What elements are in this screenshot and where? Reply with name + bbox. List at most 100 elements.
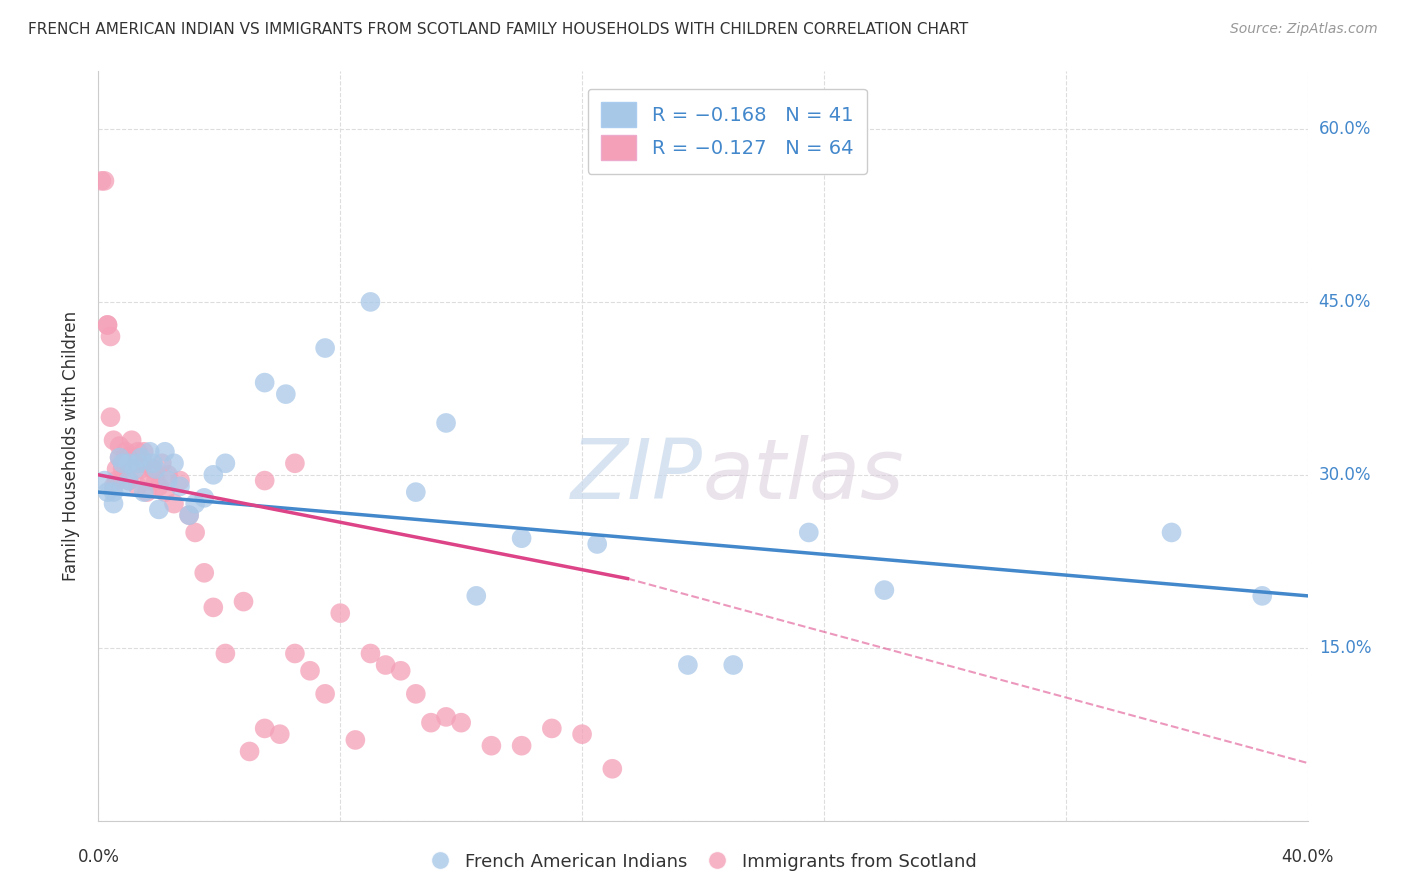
Point <box>374 658 396 673</box>
Point <box>540 722 562 736</box>
Point <box>139 474 162 488</box>
Point <box>193 566 215 580</box>
Y-axis label: Family Households with Children: Family Households with Children <box>62 311 80 581</box>
Point <box>132 456 155 470</box>
Text: FRENCH AMERICAN INDIAN VS IMMIGRANTS FROM SCOTLAND FAMILY HOUSEHOLDS WITH CHILDR: FRENCH AMERICAN INDIAN VS IMMIGRANTS FRO… <box>28 22 969 37</box>
Text: 15.0%: 15.0% <box>1319 639 1371 657</box>
Point <box>142 462 165 476</box>
Point <box>111 462 134 476</box>
Point <box>360 294 382 309</box>
Point <box>127 456 149 470</box>
Point <box>145 462 167 476</box>
Point <box>214 456 236 470</box>
Point <box>111 456 134 470</box>
Point <box>105 462 128 476</box>
Point <box>184 525 207 540</box>
Point <box>193 491 215 505</box>
Point <box>100 410 122 425</box>
Point <box>148 479 170 493</box>
Point <box>169 474 191 488</box>
Point <box>148 502 170 516</box>
Point <box>434 416 457 430</box>
Point <box>314 687 336 701</box>
Point <box>202 600 225 615</box>
Point <box>114 450 136 465</box>
Point <box>389 664 412 678</box>
Point <box>360 647 382 661</box>
Legend: R = −0.168   N = 41, R = −0.127   N = 64: R = −0.168 N = 41, R = −0.127 N = 64 <box>588 88 868 174</box>
Point <box>96 318 118 332</box>
Text: 45.0%: 45.0% <box>1319 293 1371 311</box>
Point <box>124 462 146 476</box>
Point <box>510 531 533 545</box>
Point <box>602 762 624 776</box>
Point <box>873 583 896 598</box>
Point <box>150 456 173 470</box>
Point <box>132 444 155 458</box>
Point <box>284 647 307 661</box>
Point <box>156 474 179 488</box>
Point <box>132 485 155 500</box>
Point <box>129 462 152 476</box>
Point <box>481 739 503 753</box>
Point <box>108 439 131 453</box>
Point <box>797 525 820 540</box>
Point <box>169 479 191 493</box>
Point <box>103 497 125 511</box>
Text: Source: ZipAtlas.com: Source: ZipAtlas.com <box>1230 22 1378 37</box>
Point <box>163 497 186 511</box>
Point <box>111 479 134 493</box>
Point <box>405 485 427 500</box>
Point <box>253 474 276 488</box>
Text: 30.0%: 30.0% <box>1319 466 1371 483</box>
Point <box>153 444 176 458</box>
Point <box>127 444 149 458</box>
Point <box>142 456 165 470</box>
Point <box>118 456 141 470</box>
Point <box>129 450 152 465</box>
Point <box>329 606 352 620</box>
Point <box>202 467 225 482</box>
Point <box>111 456 134 470</box>
Point <box>100 329 122 343</box>
Point <box>434 710 457 724</box>
Legend: French American Indians, Immigrants from Scotland: French American Indians, Immigrants from… <box>422 845 984 879</box>
Point <box>405 687 427 701</box>
Point <box>96 318 118 332</box>
Point <box>108 450 131 465</box>
Point <box>103 434 125 448</box>
Point <box>253 722 276 736</box>
Point <box>135 485 157 500</box>
Point <box>723 658 745 673</box>
Point <box>108 450 131 465</box>
Point <box>420 715 443 730</box>
Point <box>184 497 207 511</box>
Point <box>214 647 236 661</box>
Point <box>127 479 149 493</box>
Point <box>118 474 141 488</box>
Point <box>139 444 162 458</box>
Point <box>93 174 115 188</box>
Point <box>586 537 609 551</box>
Point <box>253 376 276 390</box>
Point <box>124 450 146 465</box>
Point <box>450 715 472 730</box>
Text: ZIP: ZIP <box>571 435 703 516</box>
Point <box>269 727 291 741</box>
Point <box>344 733 367 747</box>
Point <box>510 739 533 753</box>
Point <box>96 485 118 500</box>
Point <box>118 474 141 488</box>
Point <box>284 456 307 470</box>
Text: atlas: atlas <box>703 435 904 516</box>
Point <box>145 474 167 488</box>
Text: 40.0%: 40.0% <box>1281 848 1334 866</box>
Point <box>571 727 593 741</box>
Point <box>239 744 262 758</box>
Point <box>105 474 128 488</box>
Text: 60.0%: 60.0% <box>1319 120 1371 138</box>
Point <box>121 456 143 470</box>
Point <box>179 508 201 523</box>
Point <box>179 508 201 523</box>
Point <box>156 467 179 482</box>
